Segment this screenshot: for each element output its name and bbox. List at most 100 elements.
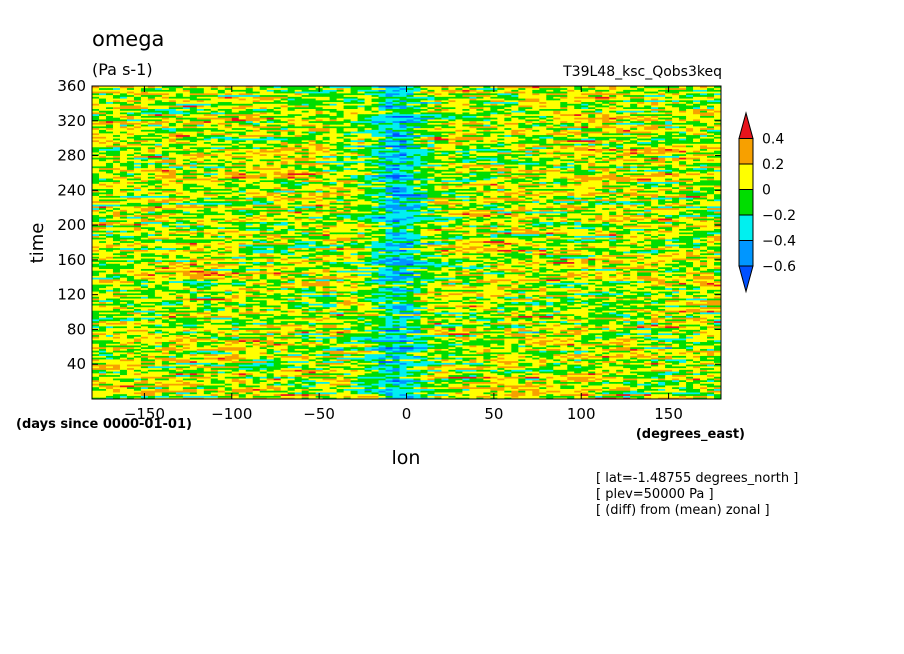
heatmap-cell xyxy=(427,352,435,355)
heatmap-cell xyxy=(378,348,386,351)
heatmap-cell xyxy=(140,346,149,349)
heatmap-cell xyxy=(140,338,149,341)
heatmap-cell xyxy=(399,357,407,360)
heatmap-cell xyxy=(546,336,554,339)
heatmap-cell xyxy=(329,336,338,339)
heatmap-cell xyxy=(518,348,526,351)
heatmap-cell xyxy=(448,324,456,327)
heatmap-cell xyxy=(672,376,680,379)
heatmap-cell xyxy=(119,313,128,316)
heatmap-cell xyxy=(238,315,247,318)
heatmap-cell xyxy=(140,383,149,386)
heatmap-cell xyxy=(518,329,526,332)
heatmap-cell xyxy=(413,357,421,360)
heatmap-cell xyxy=(630,341,638,344)
heatmap-cell xyxy=(378,360,386,363)
heatmap-cell xyxy=(455,397,463,400)
heatmap-cell xyxy=(448,371,456,374)
heatmap-cell xyxy=(336,348,344,351)
heatmap-cell xyxy=(392,343,400,346)
heatmap-cell xyxy=(574,345,582,348)
heatmap-cell xyxy=(196,327,205,330)
heatmap-cell xyxy=(364,303,372,306)
heatmap-cell xyxy=(92,332,100,336)
heatmap-cell xyxy=(371,371,379,374)
heatmap-cell xyxy=(92,378,100,381)
heatmap-cell xyxy=(126,332,135,336)
heatmap-cell xyxy=(189,385,198,388)
heatmap-cell xyxy=(210,376,219,379)
heatmap-cell xyxy=(280,362,289,365)
heatmap-cell xyxy=(686,303,694,306)
heatmap-cell xyxy=(273,308,282,311)
heatmap-cell xyxy=(126,355,135,358)
heatmap-cell xyxy=(336,374,344,377)
heatmap-cell xyxy=(259,338,268,341)
heatmap-cell xyxy=(168,352,177,355)
heatmap-cell xyxy=(168,360,177,363)
heatmap-cell xyxy=(462,319,470,322)
heatmap-cell xyxy=(497,319,505,322)
heatmap-cell xyxy=(539,369,547,372)
heatmap-cell xyxy=(574,362,582,365)
heatmap-cell xyxy=(434,320,442,323)
heatmap-cell xyxy=(581,317,589,320)
heatmap-cell xyxy=(224,327,233,330)
heatmap-cell xyxy=(273,374,282,377)
heatmap-cell xyxy=(182,372,191,376)
heatmap-cell xyxy=(420,315,428,318)
heatmap-cell xyxy=(707,341,715,344)
heatmap-cell xyxy=(301,343,310,346)
heatmap-cell xyxy=(490,372,498,376)
heatmap-cell xyxy=(392,390,400,393)
heatmap-cell xyxy=(182,353,191,356)
heatmap-cell xyxy=(92,395,100,398)
heatmap-cell xyxy=(406,397,414,400)
heatmap-cell xyxy=(700,325,708,329)
heatmap-cell xyxy=(399,308,407,311)
heatmap-cell xyxy=(532,386,540,389)
heatmap-cell xyxy=(595,371,603,374)
heatmap-cell xyxy=(350,352,358,355)
heatmap-cell xyxy=(483,385,491,388)
heatmap-cell xyxy=(147,353,156,356)
heatmap-cell xyxy=(133,388,142,391)
heatmap-cell xyxy=(364,305,372,308)
heatmap-cell xyxy=(532,308,540,311)
heatmap-cell xyxy=(308,362,317,365)
heatmap-cell xyxy=(686,386,694,389)
heatmap-cell xyxy=(350,395,358,398)
heatmap-cell xyxy=(651,360,659,363)
heatmap-cell xyxy=(434,319,442,322)
heatmap-cell xyxy=(511,338,519,341)
heatmap-cell xyxy=(651,392,659,395)
heatmap-cell xyxy=(693,345,701,348)
heatmap-cell xyxy=(469,362,477,365)
heatmap-cell xyxy=(658,345,666,348)
heatmap-cell xyxy=(714,379,722,383)
heatmap-cell xyxy=(651,329,659,332)
heatmap-cell xyxy=(385,385,393,388)
heatmap-cell xyxy=(175,317,184,320)
heatmap-cell xyxy=(630,352,638,355)
heatmap-cell xyxy=(714,332,722,336)
heatmap-cell xyxy=(483,322,491,325)
heatmap-cell xyxy=(420,346,428,349)
heatmap-cell xyxy=(553,386,561,389)
heatmap-cell xyxy=(315,317,324,320)
heatmap-cell xyxy=(301,315,310,318)
heatmap-cell xyxy=(273,313,282,316)
heatmap-cell xyxy=(497,374,505,377)
heatmap-cell xyxy=(441,325,449,329)
heatmap-cell xyxy=(406,310,414,313)
heatmap-cell xyxy=(238,371,247,374)
heatmap-cell xyxy=(553,397,561,400)
heatmap-cell xyxy=(441,362,449,365)
heatmap-cell xyxy=(658,393,666,396)
heatmap-cells xyxy=(92,86,722,400)
heatmap-cell xyxy=(210,393,219,396)
heatmap-cell xyxy=(154,378,163,381)
heatmap-cell xyxy=(161,306,170,309)
heatmap-cell xyxy=(315,362,324,365)
heatmap-cell xyxy=(609,367,617,370)
